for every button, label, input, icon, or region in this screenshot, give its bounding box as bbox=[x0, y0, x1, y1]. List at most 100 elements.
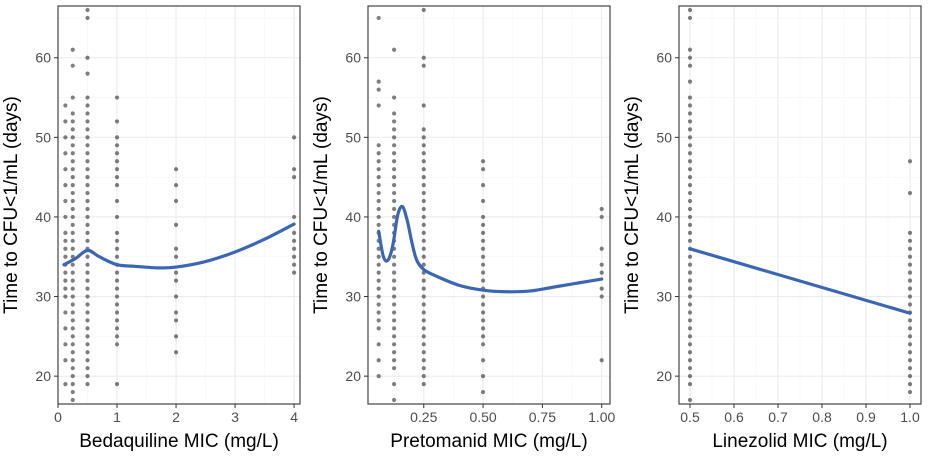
data-point bbox=[687, 95, 693, 100]
data-point bbox=[907, 302, 913, 307]
data-point bbox=[70, 278, 75, 283]
data-point bbox=[85, 15, 90, 21]
data-point bbox=[376, 206, 381, 212]
data-point bbox=[687, 366, 693, 371]
data-point bbox=[376, 214, 381, 220]
data-point bbox=[70, 318, 75, 323]
data-point bbox=[421, 350, 426, 355]
data-point bbox=[114, 151, 120, 156]
data-point bbox=[480, 230, 486, 235]
data-point bbox=[376, 318, 381, 323]
data-point bbox=[421, 198, 426, 204]
data-point bbox=[114, 294, 120, 299]
data-point bbox=[85, 95, 90, 100]
data-point bbox=[480, 183, 486, 188]
data-point bbox=[70, 143, 75, 148]
data-point bbox=[907, 382, 913, 387]
data-point bbox=[480, 318, 486, 323]
data-point bbox=[599, 262, 604, 267]
data-point bbox=[114, 143, 120, 148]
data-point bbox=[173, 278, 179, 283]
data-point bbox=[63, 326, 68, 331]
data-point bbox=[85, 374, 90, 379]
data-point bbox=[85, 159, 90, 164]
data-point bbox=[907, 326, 913, 331]
data-point bbox=[391, 254, 397, 259]
x-tick-label: 0 bbox=[54, 409, 62, 425]
data-point bbox=[421, 238, 426, 243]
data-point bbox=[85, 111, 90, 116]
data-point bbox=[63, 270, 68, 275]
data-point bbox=[421, 286, 426, 291]
data-point bbox=[421, 183, 426, 188]
data-point bbox=[421, 206, 426, 212]
data-point bbox=[391, 190, 397, 196]
data-point bbox=[687, 55, 693, 60]
data-point bbox=[907, 294, 913, 299]
data-point bbox=[70, 302, 75, 307]
data-point bbox=[687, 270, 693, 275]
data-point bbox=[114, 135, 120, 140]
data-point bbox=[391, 358, 397, 363]
data-point bbox=[70, 389, 75, 395]
data-point bbox=[85, 238, 90, 243]
data-point bbox=[907, 358, 913, 363]
data-point bbox=[70, 358, 75, 363]
data-point bbox=[291, 167, 297, 172]
data-point bbox=[291, 270, 297, 275]
data-point bbox=[907, 366, 913, 371]
data-point bbox=[391, 262, 397, 267]
data-point bbox=[85, 183, 90, 188]
data-point bbox=[391, 151, 397, 156]
data-point bbox=[376, 326, 381, 331]
data-point bbox=[376, 222, 381, 227]
data-point bbox=[70, 334, 75, 339]
data-point bbox=[391, 175, 397, 180]
data-point bbox=[70, 167, 75, 172]
data-point bbox=[85, 382, 90, 387]
data-point bbox=[85, 135, 90, 140]
data-point bbox=[291, 238, 297, 243]
data-point bbox=[70, 151, 75, 156]
data-point bbox=[70, 222, 75, 227]
data-point bbox=[391, 350, 397, 355]
data-point bbox=[391, 286, 397, 291]
panel-2: 0.25 0.50 0.75 1.00 20 30 40 50 60 Pretomanid MIC… bbox=[311, 5, 616, 452]
data-point bbox=[687, 159, 693, 164]
data-point bbox=[391, 159, 397, 164]
data-point bbox=[599, 246, 604, 251]
y-tick-label: 50 bbox=[35, 129, 51, 145]
data-point bbox=[85, 167, 90, 172]
data-point bbox=[376, 159, 381, 164]
data-point bbox=[114, 230, 120, 235]
data-point bbox=[173, 254, 179, 259]
data-point bbox=[907, 278, 913, 283]
data-point bbox=[85, 222, 90, 227]
data-point bbox=[480, 198, 486, 204]
data-point bbox=[421, 342, 426, 347]
data-point bbox=[376, 246, 381, 251]
data-point bbox=[63, 230, 68, 235]
data-point bbox=[376, 15, 381, 21]
data-point bbox=[687, 119, 693, 124]
data-point bbox=[391, 183, 397, 188]
data-point bbox=[421, 151, 426, 156]
data-point bbox=[70, 326, 75, 331]
data-point bbox=[63, 214, 68, 220]
data-point bbox=[376, 87, 381, 92]
y-tick-label: 30 bbox=[345, 289, 361, 305]
data-point bbox=[85, 270, 90, 275]
y-tick-label: 60 bbox=[345, 50, 361, 66]
data-point bbox=[376, 167, 381, 172]
data-point bbox=[85, 190, 90, 196]
data-point bbox=[376, 183, 381, 188]
data-point bbox=[85, 71, 90, 76]
data-point bbox=[480, 254, 486, 259]
data-point bbox=[376, 254, 381, 259]
data-point bbox=[391, 342, 397, 347]
data-point bbox=[391, 310, 397, 315]
y-tick-label: 20 bbox=[35, 368, 51, 384]
data-point bbox=[376, 79, 381, 84]
data-point bbox=[63, 198, 68, 204]
data-point bbox=[85, 286, 90, 291]
